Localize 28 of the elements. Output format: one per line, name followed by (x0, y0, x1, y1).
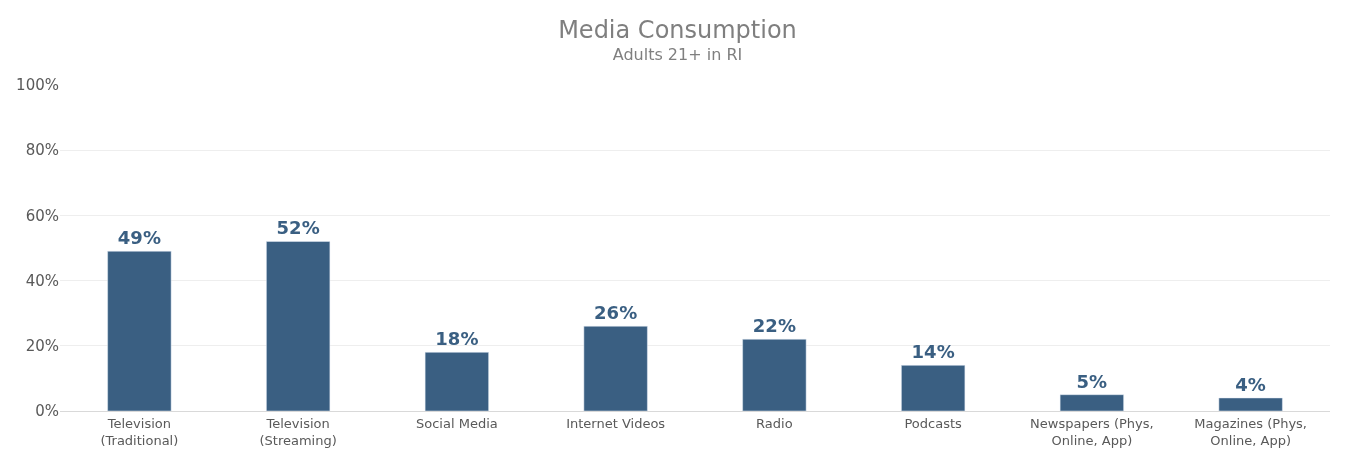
y-tick-label: 80% (25, 141, 59, 160)
data-label: 49% (117, 227, 161, 249)
x-tick-label: Magazines (Phys, Online, App) (1194, 415, 1307, 448)
x-tick-label: Television (Traditional) (100, 415, 179, 448)
x-tick-label: Television (Streaming) (259, 415, 337, 448)
x-tick-label: Internet Videos (566, 415, 666, 431)
chart-title: Media Consumption (558, 15, 797, 44)
x-tick-label: Podcasts (904, 415, 963, 431)
y-tick-label: 100% (16, 76, 59, 95)
data-label: 18% (435, 328, 479, 350)
bar (424, 352, 489, 411)
bar (1218, 397, 1283, 411)
bar (1059, 394, 1124, 411)
y-tick-label: 0% (35, 402, 59, 421)
data-label: 52% (276, 217, 320, 239)
y-tick-label: 20% (25, 337, 59, 356)
y-tick-label: 40% (25, 271, 59, 290)
data-label: 26% (594, 302, 638, 324)
data-label: 22% (752, 315, 796, 337)
x-tick-label: Radio (756, 415, 793, 431)
x-tick-label: Social Media (416, 415, 498, 431)
data-label: 14% (911, 341, 955, 363)
chart-subtitle: Adults 21+ in RI (612, 44, 743, 64)
x-tick-label: Newspapers (Phys, Online, App) (1030, 415, 1154, 448)
y-tick-label: 60% (25, 206, 59, 225)
data-label: 5% (1076, 370, 1108, 392)
data-label: 4% (1235, 373, 1266, 395)
bar (901, 365, 966, 411)
